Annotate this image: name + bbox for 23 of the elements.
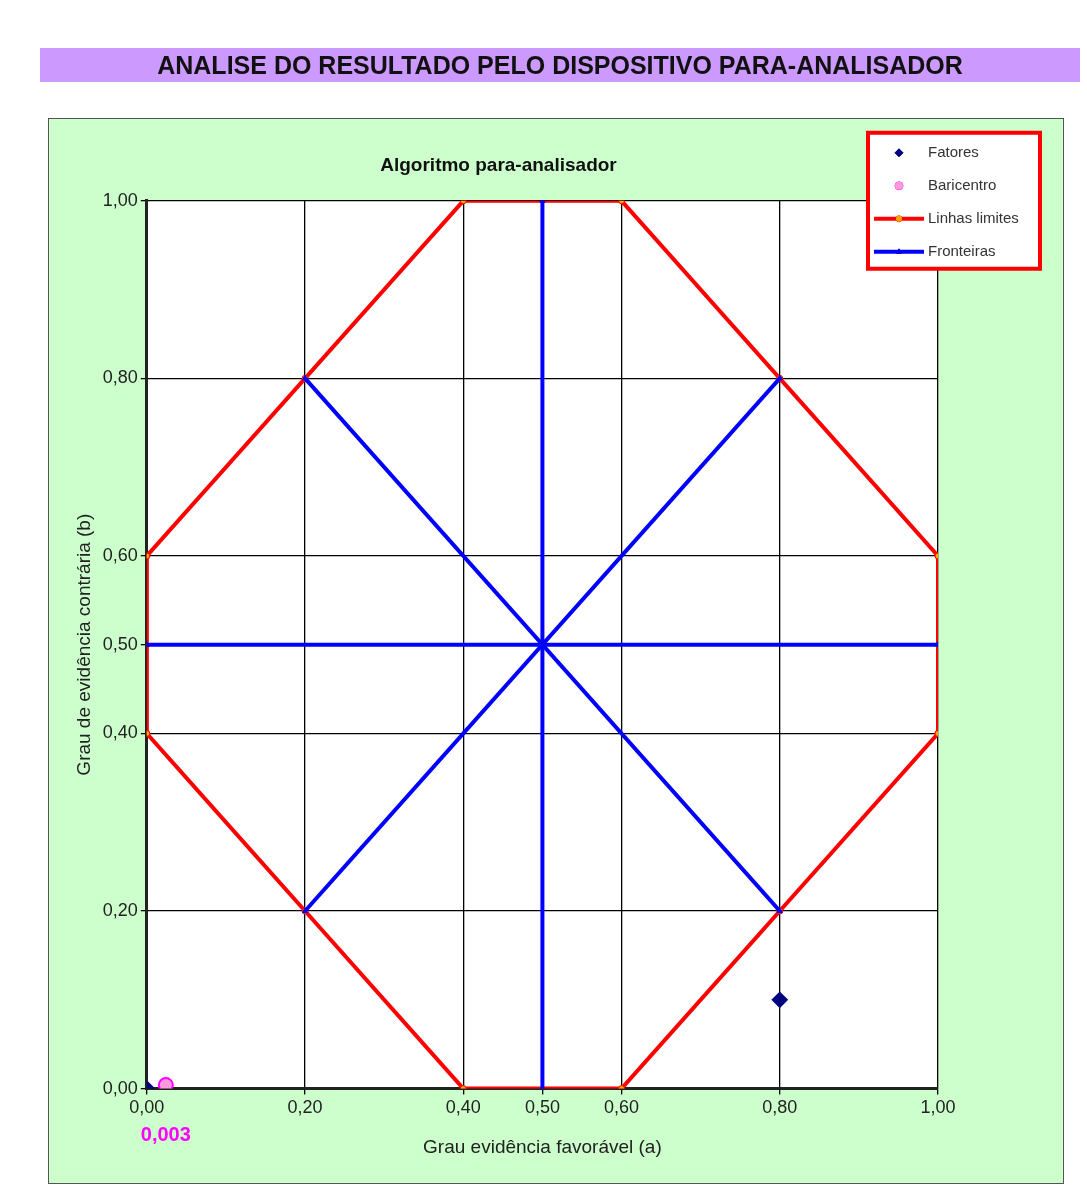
y-tick-label: 0,40 — [102, 722, 138, 743]
y-tick-label: 0,20 — [102, 900, 138, 921]
chart-title: ANALISE DO RESULTADO PELO DISPOSITIVO PARA-ANALISADOR — [40, 48, 1080, 82]
legend-label: Baricentro — [928, 175, 997, 193]
legend-label: Fatores — [928, 142, 979, 160]
legend-label: Linhas limites — [928, 208, 1019, 226]
x-tick-label: 0,40 — [445, 1097, 481, 1118]
x-tick-label: 0,50 — [524, 1097, 560, 1118]
legend-label: Fronteiras — [928, 241, 996, 259]
annotation: 0,003 — [140, 1122, 191, 1145]
y-tick-label: 0,80 — [102, 367, 138, 388]
x-tick-label: 0,60 — [604, 1097, 640, 1118]
y-tick-label: 0,00 — [102, 1077, 138, 1098]
x-tick-label: 1,00 — [920, 1097, 956, 1118]
y-tick-label: 0,50 — [102, 633, 138, 654]
y-tick-label: 0,60 — [102, 544, 138, 565]
y-tick-label: 1,00 — [102, 189, 138, 210]
x-axis-title: Grau evidência favorável (a) — [423, 1135, 662, 1157]
y-axis-title: Grau de evidência contrária (b) — [72, 513, 94, 776]
x-tick-label: 0,80 — [762, 1097, 798, 1118]
x-tick-label: 0,00 — [129, 1097, 165, 1118]
x-tick-label: 0,20 — [287, 1097, 323, 1118]
chart-subtitle: Algoritmo para-analisador — [380, 153, 618, 175]
